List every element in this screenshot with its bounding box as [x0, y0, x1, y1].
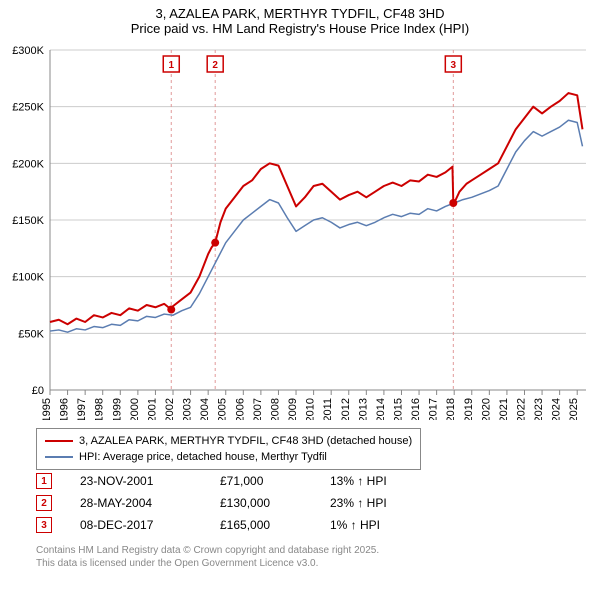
svg-text:2015: 2015 [392, 398, 404, 420]
svg-text:2008: 2008 [269, 398, 281, 420]
annotation-marker-2: 2 [36, 495, 52, 511]
legend-label-1: 3, AZALEA PARK, MERTHYR TYDFIL, CF48 3HD… [79, 433, 412, 449]
svg-text:2018: 2018 [445, 398, 457, 420]
svg-text:2016: 2016 [410, 398, 422, 420]
svg-text:£0: £0 [32, 385, 44, 397]
svg-text:2023: 2023 [533, 398, 545, 420]
svg-text:2009: 2009 [287, 398, 299, 420]
annotation-row: 1 23-NOV-2001 £71,000 13% ↑ HPI [36, 470, 430, 492]
svg-text:2013: 2013 [357, 398, 369, 420]
footer: Contains HM Land Registry data © Crown c… [36, 544, 379, 570]
annotation-date: 23-NOV-2001 [80, 474, 220, 488]
annotation-pct: 23% ↑ HPI [330, 496, 430, 510]
svg-text:2001: 2001 [146, 398, 158, 420]
svg-text:1999: 1999 [111, 398, 123, 420]
svg-text:2021: 2021 [498, 398, 510, 420]
svg-text:£150K: £150K [12, 215, 44, 227]
svg-text:2005: 2005 [217, 398, 229, 420]
svg-text:2: 2 [212, 60, 218, 71]
page-container: 3, AZALEA PARK, MERTHYR TYDFIL, CF48 3HD… [0, 0, 600, 590]
chart-svg: £0 £50K £100K £150K £200K £250K £300K 1995 1996 1… [10, 44, 590, 420]
legend: 3, AZALEA PARK, MERTHYR TYDFIL, CF48 3HD… [36, 428, 421, 470]
svg-text:2020: 2020 [480, 398, 492, 420]
svg-text:1: 1 [168, 60, 174, 71]
svg-text:£100K: £100K [12, 272, 44, 284]
svg-text:2003: 2003 [182, 398, 194, 420]
svg-text:2019: 2019 [463, 398, 475, 420]
svg-text:1996: 1996 [59, 398, 71, 420]
svg-text:2007: 2007 [252, 398, 264, 420]
svg-text:£250K: £250K [12, 102, 44, 114]
svg-text:2010: 2010 [305, 398, 317, 420]
annotation-marker-1: 1 [36, 473, 52, 489]
svg-text:2024: 2024 [551, 398, 563, 420]
svg-text:£50K: £50K [18, 328, 44, 340]
svg-text:2025: 2025 [568, 398, 580, 420]
annotation-row: 2 28-MAY-2004 £130,000 23% ↑ HPI [36, 492, 430, 514]
svg-text:£200K: £200K [12, 158, 44, 170]
svg-text:2006: 2006 [234, 398, 246, 420]
annotation-date: 28-MAY-2004 [80, 496, 220, 510]
svg-text:1995: 1995 [41, 398, 53, 420]
legend-label-2: HPI: Average price, detached house, Mert… [79, 449, 327, 465]
svg-text:2017: 2017 [428, 398, 440, 420]
annotation-marker-3: 3 [36, 517, 52, 533]
legend-swatch-1 [45, 440, 73, 442]
svg-text:2012: 2012 [340, 398, 352, 420]
annotation-date: 08-DEC-2017 [80, 518, 220, 532]
svg-text:2014: 2014 [375, 398, 387, 420]
annotation-pct: 13% ↑ HPI [330, 474, 430, 488]
svg-text:2000: 2000 [129, 398, 141, 420]
annotation-price: £165,000 [220, 518, 330, 532]
legend-item: HPI: Average price, detached house, Mert… [45, 449, 412, 465]
svg-text:2004: 2004 [199, 398, 211, 420]
annotation-price: £71,000 [220, 474, 330, 488]
footer-line1: Contains HM Land Registry data © Crown c… [36, 544, 379, 557]
svg-text:1998: 1998 [94, 398, 106, 420]
annotation-table: 1 23-NOV-2001 £71,000 13% ↑ HPI 2 28-MAY… [36, 470, 430, 536]
title-line2: Price paid vs. HM Land Registry's House … [0, 21, 600, 36]
annotation-row: 3 08-DEC-2017 £165,000 1% ↑ HPI [36, 514, 430, 536]
title-line1: 3, AZALEA PARK, MERTHYR TYDFIL, CF48 3HD [0, 6, 600, 21]
legend-item: 3, AZALEA PARK, MERTHYR TYDFIL, CF48 3HD… [45, 433, 412, 449]
svg-text:2011: 2011 [322, 398, 334, 420]
annotation-price: £130,000 [220, 496, 330, 510]
chart-title-block: 3, AZALEA PARK, MERTHYR TYDFIL, CF48 3HD… [0, 0, 600, 36]
svg-text:£300K: £300K [12, 45, 44, 57]
svg-text:3: 3 [451, 60, 457, 71]
svg-text:1997: 1997 [76, 398, 88, 420]
legend-swatch-2 [45, 456, 73, 458]
svg-text:2022: 2022 [515, 398, 527, 420]
svg-text:2002: 2002 [164, 398, 176, 420]
annotation-pct: 1% ↑ HPI [330, 518, 430, 532]
footer-line2: This data is licensed under the Open Gov… [36, 557, 379, 570]
